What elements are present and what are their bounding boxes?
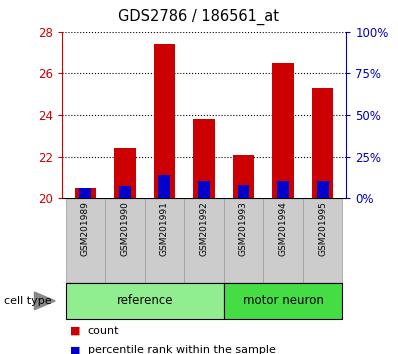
Text: GSM201991: GSM201991 <box>160 201 169 256</box>
Bar <box>272 63 294 198</box>
Bar <box>114 148 136 198</box>
Bar <box>66 283 224 319</box>
Text: cell type: cell type <box>4 296 52 306</box>
Bar <box>154 44 176 198</box>
Bar <box>80 188 92 198</box>
Text: reference: reference <box>117 295 173 307</box>
Text: GSM201992: GSM201992 <box>199 201 209 256</box>
Text: GSM201989: GSM201989 <box>81 201 90 256</box>
Text: motor neuron: motor neuron <box>243 295 324 307</box>
Text: GSM201994: GSM201994 <box>279 201 287 256</box>
Bar <box>224 198 263 283</box>
Bar <box>105 198 145 283</box>
Text: percentile rank within the sample: percentile rank within the sample <box>88 346 275 354</box>
Bar <box>66 198 105 283</box>
Bar <box>238 185 250 198</box>
Text: GSM201990: GSM201990 <box>121 201 129 256</box>
Text: ■: ■ <box>70 346 80 354</box>
Bar <box>316 181 328 198</box>
Bar <box>198 181 210 198</box>
Text: count: count <box>88 326 119 336</box>
Bar <box>158 175 170 198</box>
Bar <box>74 188 96 198</box>
Polygon shape <box>34 292 55 310</box>
Text: GSM201993: GSM201993 <box>239 201 248 256</box>
Text: ■: ■ <box>70 326 80 336</box>
Bar <box>312 88 334 198</box>
Text: GDS2786 / 186561_at: GDS2786 / 186561_at <box>119 9 279 25</box>
Bar <box>263 198 303 283</box>
Bar <box>277 181 289 198</box>
Bar <box>232 155 254 198</box>
Bar <box>119 186 131 198</box>
Bar <box>184 198 224 283</box>
Bar <box>224 283 342 319</box>
Text: GSM201995: GSM201995 <box>318 201 327 256</box>
Bar <box>193 119 215 198</box>
Bar <box>145 198 184 283</box>
Bar <box>303 198 342 283</box>
